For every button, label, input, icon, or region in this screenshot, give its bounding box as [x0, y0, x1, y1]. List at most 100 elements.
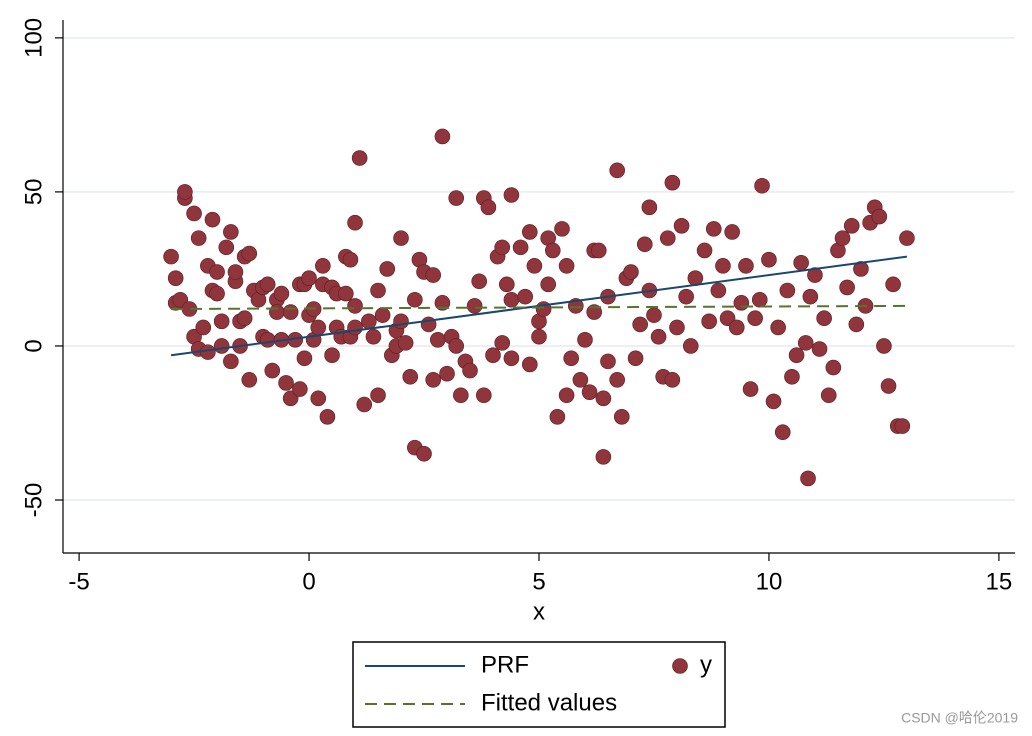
scatter-point — [522, 356, 538, 373]
scatter-point — [503, 291, 520, 308]
scatter-point — [554, 221, 570, 237]
scatter-point — [659, 230, 676, 246]
x-tick-label: 0 — [302, 568, 315, 595]
scatter-point — [880, 378, 897, 394]
scatter-point — [632, 316, 648, 333]
legend-label: PRF — [481, 651, 529, 678]
scatter-point — [186, 205, 202, 222]
scatter-point — [682, 338, 699, 354]
scatter-point — [820, 387, 837, 404]
scatter-point — [365, 328, 382, 345]
scatter-point — [650, 328, 667, 345]
scatter-point — [793, 254, 809, 271]
scatter-point — [393, 313, 409, 330]
x-tick-label: 15 — [986, 568, 1013, 595]
scatter-point — [462, 362, 478, 379]
scatter-point — [347, 319, 363, 336]
scatter-point — [269, 304, 285, 320]
legend-item: Fitted values — [365, 689, 617, 716]
legend-label: Fitted values — [481, 689, 617, 716]
scatter-point — [227, 264, 244, 280]
scatter-point — [278, 375, 294, 391]
scatter-point — [572, 372, 589, 388]
scatter-point — [471, 273, 488, 290]
scatter-point — [577, 331, 593, 348]
scatter-point — [319, 409, 336, 425]
legend-box — [352, 641, 726, 728]
scatter-point — [788, 347, 805, 364]
scatter-point — [609, 372, 625, 388]
scatter-point — [710, 282, 727, 299]
scatter-point — [853, 261, 869, 277]
scatter-point — [646, 307, 662, 323]
x-tick-label: -5 — [68, 568, 89, 595]
scatter-point — [177, 184, 193, 200]
scatter-point — [843, 218, 860, 234]
scatter-point — [802, 288, 819, 305]
scatter-point — [751, 291, 768, 308]
scatter-point — [407, 291, 423, 308]
scatter-point — [816, 310, 832, 327]
scatter-point — [807, 267, 823, 283]
scatter-point — [393, 230, 409, 246]
scatter-point — [876, 338, 892, 354]
scatter-point — [503, 350, 520, 367]
scatter-point — [499, 276, 515, 293]
scatter-point — [361, 313, 377, 330]
scatter-point — [673, 218, 690, 234]
scatter-point — [590, 242, 607, 259]
x-tick-label: 5 — [532, 568, 545, 595]
scatter-point — [512, 239, 529, 256]
scatter-point — [600, 353, 616, 370]
x-axis-title: x — [533, 598, 545, 625]
scatter-point — [609, 162, 625, 179]
scatter-point — [324, 347, 340, 364]
plot-area — [63, 37, 1015, 501]
scatter-point — [223, 224, 239, 240]
scatter-point — [163, 248, 179, 265]
scatter-point — [315, 258, 331, 274]
scatter-point — [494, 239, 511, 256]
scatter-point — [738, 258, 754, 274]
scatter-point — [800, 470, 816, 487]
series-line — [170, 255, 908, 357]
scatter-point — [899, 230, 915, 246]
scatter-point — [273, 285, 290, 302]
scatter-point — [347, 214, 363, 231]
scatter-point — [402, 368, 419, 385]
scatter-point — [485, 347, 501, 364]
scatter-point — [765, 393, 782, 410]
scatter-point — [811, 341, 828, 357]
scatter-point — [754, 177, 770, 194]
scatter-point — [494, 335, 511, 351]
scatter-point — [167, 270, 184, 286]
scatter-point — [259, 276, 276, 293]
scatter-point — [209, 264, 225, 280]
scatter-point — [595, 449, 612, 465]
scatter-point — [715, 258, 731, 274]
scatter-point — [379, 261, 396, 277]
scatter-point — [563, 350, 579, 367]
scatter-point — [209, 285, 225, 302]
scatter-point — [241, 372, 258, 388]
legend-item: PRF — [365, 651, 529, 678]
scatter-point — [200, 344, 216, 360]
scatter-point — [434, 295, 451, 311]
scatter-point — [195, 319, 212, 336]
scatter-point — [223, 353, 239, 370]
scatter-point — [733, 295, 750, 311]
scatter-point — [797, 335, 814, 351]
scatter-point — [834, 230, 851, 246]
scatter-point — [310, 319, 327, 336]
scatter-point — [636, 236, 653, 253]
scatter-point — [476, 387, 492, 404]
scatter-point — [774, 424, 791, 441]
scatter-point — [701, 313, 717, 330]
scatter-point — [728, 319, 745, 336]
scatter-point — [825, 359, 842, 376]
scatter-point — [779, 282, 796, 299]
scatter-point — [627, 350, 644, 367]
scatter-point — [356, 396, 373, 413]
scatter-point — [374, 307, 391, 323]
scatter-point — [310, 390, 327, 407]
